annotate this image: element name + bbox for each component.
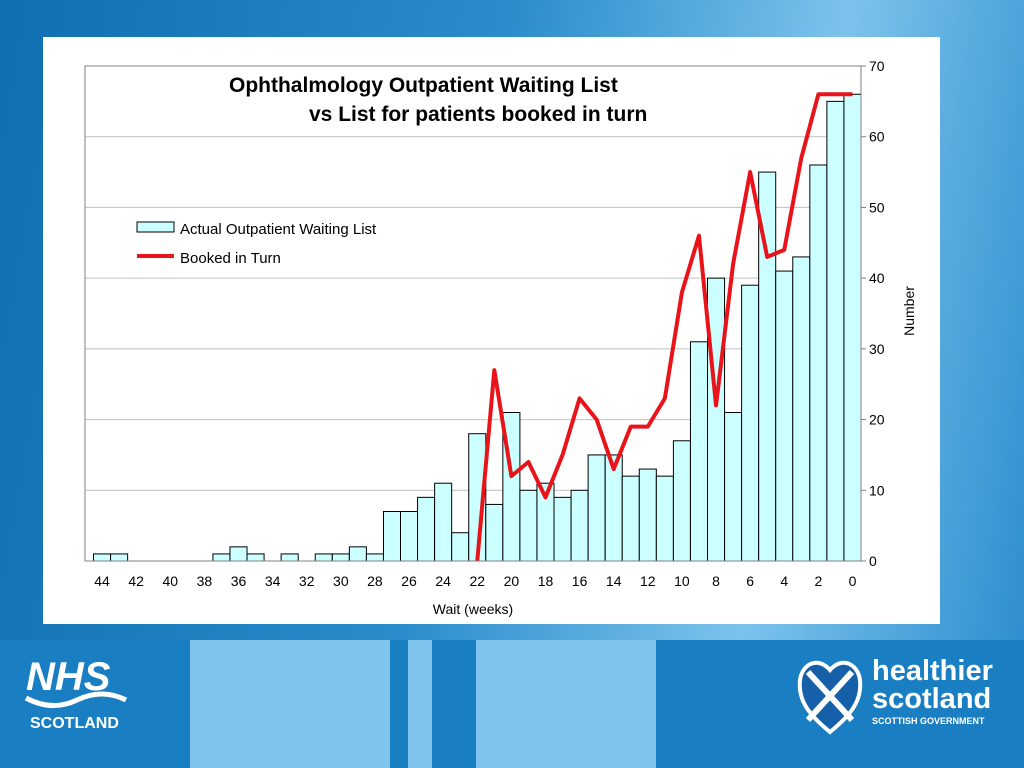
- bar: [672, 440, 691, 562]
- x-tick-label: 16: [572, 573, 588, 589]
- x-tick-label: 2: [814, 573, 822, 589]
- nhs-logo-subtext: SCOTLAND: [30, 715, 119, 732]
- x-tick-label: 34: [265, 573, 281, 589]
- bar: [843, 93, 862, 562]
- hs-line2: scotland: [872, 683, 991, 715]
- bar: [826, 100, 845, 562]
- y-axis-ticks: 0 10 20 30 40 50 60 70: [861, 58, 885, 569]
- x-tick-label: 40: [162, 573, 178, 589]
- bar: [110, 553, 129, 562]
- healthier-scotland-logo: healthier scotland SCOTTISH GOVERNMENT: [797, 655, 993, 735]
- legend-swatch-bars: [136, 221, 175, 233]
- x-tick-label: 20: [504, 573, 520, 589]
- legend-label-line: Booked in Turn: [180, 250, 281, 267]
- bar: [485, 503, 504, 562]
- x-tick-label: 8: [712, 573, 720, 589]
- bar: [417, 496, 436, 562]
- x-tick-label: 28: [367, 573, 383, 589]
- x-axis-label: Wait (weeks): [433, 601, 513, 617]
- chart-panel: 0 10 20 30 40 50 60 70 44 42 40 38 36 34 32 30 28 26 24 22…: [43, 37, 940, 624]
- gridlines: [85, 136, 861, 491]
- x-tick-label: 10: [674, 573, 690, 589]
- y-tick-label: 0: [869, 553, 877, 569]
- bar: [775, 270, 794, 562]
- x-tick-label: 14: [606, 573, 622, 589]
- y-tick-label: 20: [869, 412, 885, 428]
- x-tick-label: 26: [401, 573, 417, 589]
- legend: Actual Outpatient Waiting List Booked in…: [136, 221, 377, 267]
- bar: [570, 489, 589, 562]
- bar: [621, 475, 640, 562]
- legend-label-bars: Actual Outpatient Waiting List: [180, 221, 377, 238]
- x-tick-label: 38: [197, 573, 213, 589]
- x-tick-label: 12: [640, 573, 656, 589]
- bar: [519, 489, 538, 562]
- x-tick-label: 22: [469, 573, 485, 589]
- bar: [587, 454, 606, 562]
- bar: [246, 553, 265, 562]
- chart-title-line2: vs List for patients booked in turn: [309, 103, 647, 126]
- y-tick-label: 70: [869, 58, 885, 74]
- x-tick-label: 44: [94, 573, 110, 589]
- x-tick-label: 4: [780, 573, 788, 589]
- bar: [707, 277, 726, 562]
- nhs-logo-text: NHS: [26, 655, 111, 699]
- bar: [93, 553, 112, 562]
- footer-stripe-thin: [408, 640, 432, 768]
- x-tick-label: 36: [231, 573, 247, 589]
- bar: [434, 482, 453, 562]
- y-tick-label: 10: [869, 482, 885, 498]
- bar: [382, 511, 402, 562]
- bar: [212, 553, 231, 562]
- bar: [655, 475, 674, 562]
- bar: [792, 256, 811, 562]
- y-tick-label: 60: [869, 129, 885, 145]
- x-tick-label: 30: [333, 573, 349, 589]
- bar: [638, 468, 657, 562]
- nhs-scotland-logo: NHS SCOTLAND: [24, 655, 128, 732]
- hs-line1: healthier: [872, 655, 993, 687]
- bar: [553, 496, 572, 562]
- x-tick-label: 42: [128, 573, 144, 589]
- x-tick-label: 0: [849, 573, 857, 589]
- bar: [348, 546, 367, 562]
- bar: [451, 532, 470, 562]
- x-tick-label: 32: [299, 573, 315, 589]
- bar: [741, 284, 760, 562]
- bar: [331, 553, 350, 562]
- bar: [809, 164, 828, 562]
- line-series: [475, 92, 853, 562]
- bars: [93, 93, 862, 562]
- hs-line3: SCOTTISH GOVERNMENT: [872, 716, 985, 726]
- bar: [400, 511, 419, 562]
- bar: [365, 553, 384, 562]
- y-tick-label: 50: [869, 199, 885, 215]
- plot-frame: [84, 65, 862, 562]
- x-axis-ticks: 44 42 40 38 36 34 32 30 28 26 24 22 20 18 16 14 12 10 8 6 4 2…: [94, 573, 856, 589]
- y-tick-label: 40: [869, 270, 885, 286]
- bar: [724, 412, 743, 562]
- bar: [229, 546, 248, 562]
- y-tick-label: 30: [869, 341, 885, 357]
- footer-stripe-light-2: [476, 640, 656, 768]
- x-tick-label: 6: [746, 573, 754, 589]
- bar: [280, 553, 299, 562]
- x-tick-label: 24: [435, 573, 451, 589]
- footer-stripe-dark: [432, 640, 476, 768]
- bar: [314, 553, 333, 562]
- x-tick-label: 18: [538, 573, 554, 589]
- booked-in-turn-line: [475, 92, 853, 562]
- footer-stripe-light: [190, 640, 390, 768]
- bar: [689, 341, 709, 562]
- y-axis-label: Number: [901, 286, 917, 336]
- chart-title-line1: Ophthalmology Outpatient Waiting List: [229, 74, 618, 97]
